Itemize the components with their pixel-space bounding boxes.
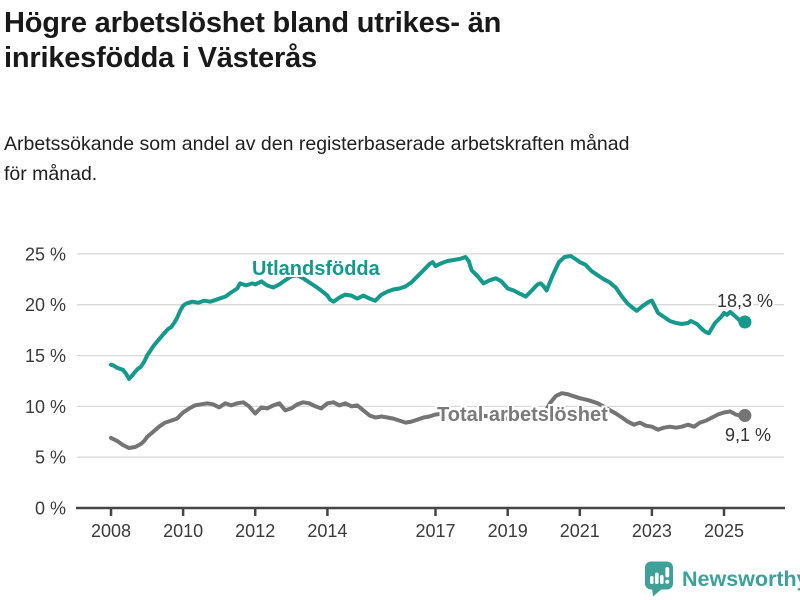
svg-text:25 %: 25 % xyxy=(25,244,66,264)
svg-text:2012: 2012 xyxy=(235,521,275,541)
page-title-line2: inrikesfödda i Västerås xyxy=(4,42,317,74)
series-label-total: Total arbetslöshet xyxy=(437,404,608,426)
speech-bubble-icon xyxy=(645,561,673,597)
svg-text:15 %: 15 % xyxy=(25,346,66,366)
series-label-utlandsfodda: Utlandsfödda xyxy=(252,258,380,280)
svg-text:2008: 2008 xyxy=(91,521,131,541)
end-value-total: 9,1 % xyxy=(725,425,772,445)
page-title-line1: Högre arbetslöshet bland utrikes- än xyxy=(4,7,502,39)
svg-text:0 %: 0 % xyxy=(35,499,66,519)
newsworthy-logo-text: Newsworthy xyxy=(682,566,800,591)
svg-text:2019: 2019 xyxy=(488,521,528,541)
svg-text:2023: 2023 xyxy=(632,521,672,541)
newsworthy-logo: Newsworthy xyxy=(644,561,800,597)
svg-text:2014: 2014 xyxy=(307,521,347,541)
end-value-utlandsfodda: 18,3 % xyxy=(717,291,774,311)
bar-chart-exclamation-icon xyxy=(650,567,670,584)
svg-text:5 %: 5 % xyxy=(35,448,66,468)
chart-canvas: 2008 2010 2012 2014 2017 2019 2021 2023 2025 0 % 5… xyxy=(25,244,785,541)
chart-subtitle-line2: för månad. xyxy=(4,163,98,185)
svg-text:2010: 2010 xyxy=(163,521,203,541)
chart-subtitle: Arbetssökande som andel av den registerb… xyxy=(4,129,784,189)
svg-text:10 %: 10 % xyxy=(25,397,66,417)
svg-text:2017: 2017 xyxy=(415,521,455,541)
newsworthy-logo-icon xyxy=(645,561,673,597)
svg-text:2025: 2025 xyxy=(704,521,744,541)
chart-subtitle-line1: Arbetssökande som andel av den registerb… xyxy=(4,133,630,155)
svg-text:20 %: 20 % xyxy=(25,295,66,315)
page-title: Högre arbetslöshet bland utrikes- än inr… xyxy=(4,6,744,76)
svg-text:2021: 2021 xyxy=(560,521,600,541)
